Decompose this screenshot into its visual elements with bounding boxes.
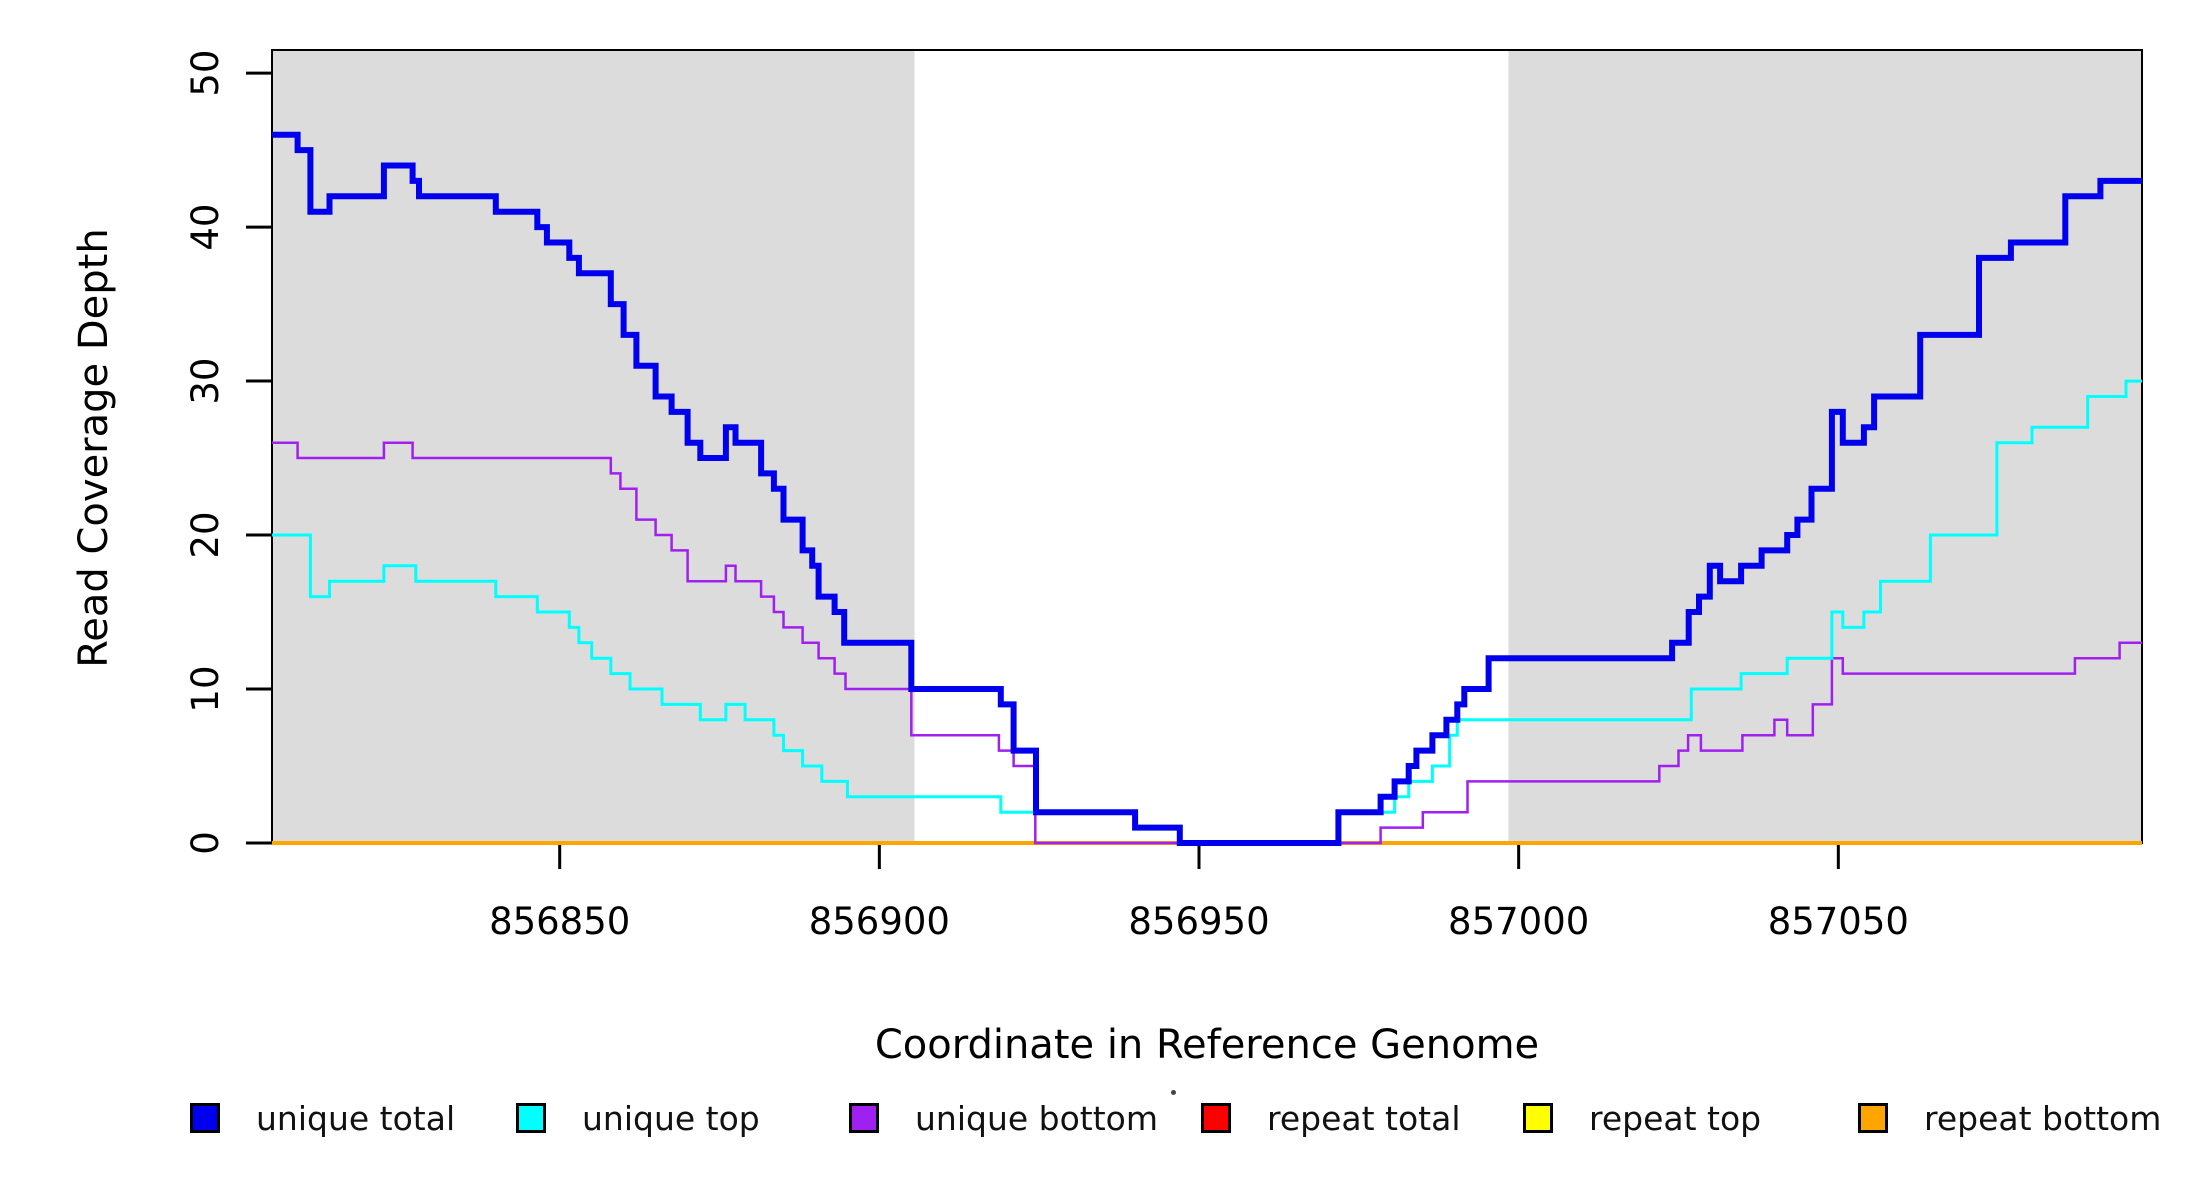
legend-item-unique-total: unique total — [190, 1098, 455, 1138]
x-tick-label: 857050 — [1768, 900, 1909, 943]
shaded-region-1 — [1508, 50, 2142, 843]
series-unique-bottom — [272, 441, 2142, 845]
y-tick-label: 20 — [184, 511, 227, 558]
series-unique-top — [272, 379, 2142, 845]
y-tick-label: 30 — [184, 358, 227, 405]
y-tick-label: 50 — [184, 50, 227, 97]
legend: unique total unique top unique bottom repea… — [0, 1098, 2200, 1148]
legend-label: unique bottom — [915, 1098, 1159, 1138]
legend-swatch-repeat-top — [1523, 1103, 1553, 1133]
x-tick-label: 857000 — [1448, 900, 1589, 943]
legend-swatch-repeat-bottom — [1858, 1103, 1888, 1133]
y-axis-title: Read Coverage Depth — [71, 228, 117, 668]
legend-swatch-unique-top — [516, 1103, 546, 1133]
legend-item-repeat-top: repeat top — [1523, 1098, 1761, 1138]
legend-item-repeat-bottom: repeat bottom — [1858, 1098, 2161, 1138]
y-tick-label: 40 — [184, 204, 227, 251]
stray-dot-artifact — [1171, 1090, 1176, 1095]
x-tick-label: 856900 — [809, 900, 950, 943]
legend-label: unique total — [256, 1098, 456, 1138]
legend-label: repeat bottom — [1924, 1098, 2162, 1138]
legend-item-repeat-total: repeat total — [1201, 1098, 1461, 1138]
x-tick-label: 856950 — [1128, 900, 1269, 943]
y-tick-label: 0 — [184, 831, 227, 855]
shaded-region-0 — [272, 50, 915, 843]
legend-swatch-repeat-total — [1201, 1103, 1231, 1133]
legend-label: repeat top — [1589, 1098, 1762, 1138]
legend-item-unique-top: unique top — [516, 1098, 760, 1138]
x-axis-title: Coordinate in Reference Genome — [874, 1022, 1540, 1068]
legend-swatch-unique-total — [190, 1103, 220, 1133]
legend-label: repeat total — [1267, 1098, 1461, 1138]
series-unique-total — [272, 131, 2142, 846]
x-tick-label: 856850 — [489, 900, 630, 943]
legend-swatch-unique-bottom — [849, 1103, 879, 1133]
y-tick-label: 10 — [184, 665, 227, 712]
legend-label: unique top — [582, 1098, 760, 1138]
legend-item-unique-bottom: unique bottom — [849, 1098, 1158, 1138]
